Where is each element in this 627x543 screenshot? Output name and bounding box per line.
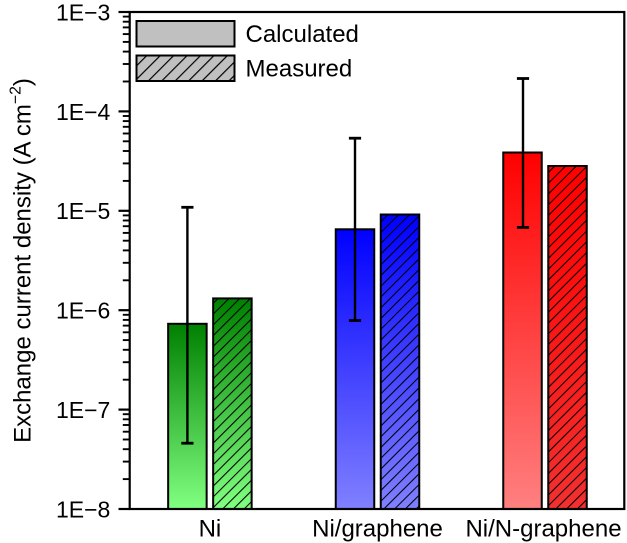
svg-text:Ni: Ni [199, 516, 222, 543]
svg-text:Ni/N-graphene: Ni/N-graphene [465, 516, 621, 543]
svg-text:Calculated: Calculated [246, 21, 359, 48]
svg-text:1E−8: 1E−8 [56, 496, 110, 522]
svg-text:1E−6: 1E−6 [56, 298, 110, 324]
svg-text:Ni/graphene: Ni/graphene [312, 516, 443, 543]
svg-text:Measured: Measured [246, 56, 353, 83]
svg-text:1E−3: 1E−3 [56, 0, 110, 25]
svg-text:1E−4: 1E−4 [56, 99, 111, 125]
svg-text:1E−5: 1E−5 [56, 198, 110, 224]
svg-text:1E−7: 1E−7 [56, 397, 110, 423]
svg-text:Exchange current density (A cm: Exchange current density (A cm−2) [7, 78, 36, 443]
